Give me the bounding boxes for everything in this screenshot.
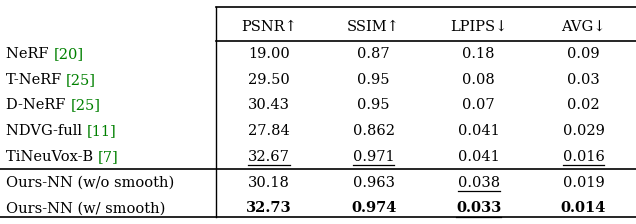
Text: PSNR↑: PSNR↑ [241,20,296,34]
Text: Ours-NN (w/ smooth): Ours-NN (w/ smooth) [6,202,166,215]
Text: 0.014: 0.014 [561,202,606,215]
Text: NDVG-full: NDVG-full [6,124,87,138]
Text: NeRF: NeRF [6,47,53,61]
Text: 32.67: 32.67 [248,150,289,164]
Text: 0.016: 0.016 [563,150,604,164]
Text: 0.18: 0.18 [462,47,495,61]
Text: 29.50: 29.50 [248,73,289,87]
Text: AVG↓: AVG↓ [562,20,605,34]
Text: 0.02: 0.02 [567,98,600,112]
Text: 0.041: 0.041 [458,150,499,164]
Text: 0.09: 0.09 [567,47,600,61]
Text: [7]: [7] [98,150,119,164]
Text: 0.87: 0.87 [357,47,390,61]
Text: 0.963: 0.963 [352,176,395,190]
Text: Ours-NN (w/o smooth): Ours-NN (w/o smooth) [6,176,175,190]
Text: 0.971: 0.971 [353,150,394,164]
Text: 0.041: 0.041 [458,124,499,138]
Text: 0.862: 0.862 [352,124,395,138]
Text: T-NeRF: T-NeRF [6,73,66,87]
Text: 0.95: 0.95 [357,73,390,87]
Text: 30.18: 30.18 [248,176,289,190]
Text: 0.07: 0.07 [462,98,495,112]
Text: 0.95: 0.95 [357,98,390,112]
Text: 0.029: 0.029 [563,124,604,138]
Text: 0.974: 0.974 [351,202,396,215]
Text: [25]: [25] [66,73,96,87]
Text: 0.03: 0.03 [567,73,600,87]
Text: 19.00: 19.00 [248,47,289,61]
Text: 0.033: 0.033 [456,202,501,215]
Text: [20]: [20] [53,47,83,61]
Text: 27.84: 27.84 [248,124,289,138]
Text: LPIPS↓: LPIPS↓ [450,20,508,34]
Text: TiNeuVox-B: TiNeuVox-B [6,150,98,164]
Text: [11]: [11] [87,124,117,138]
Text: 0.08: 0.08 [462,73,495,87]
Text: 32.73: 32.73 [246,202,291,215]
Text: 30.43: 30.43 [247,98,290,112]
Text: D-NeRF: D-NeRF [6,98,71,112]
Text: [25]: [25] [71,98,100,112]
Text: 0.038: 0.038 [457,176,500,190]
Text: 0.019: 0.019 [563,176,604,190]
Text: SSIM↑: SSIM↑ [347,20,400,34]
